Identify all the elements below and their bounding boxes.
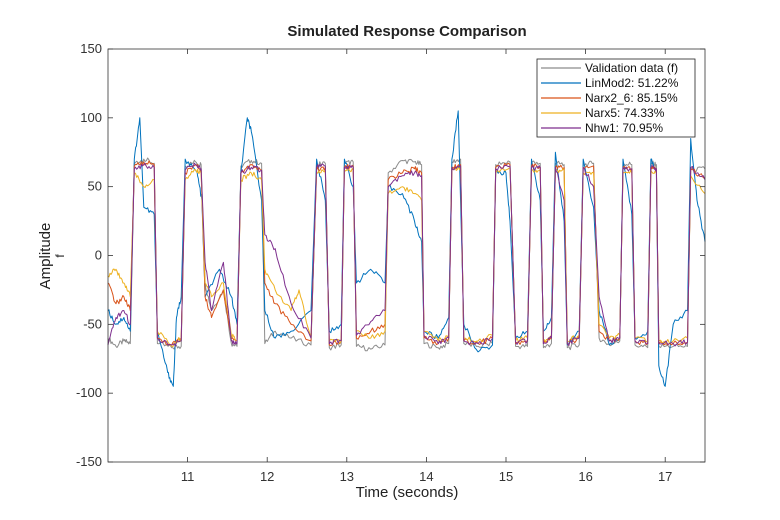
y-axis: -150 -100 -50 0 50 100 150 bbox=[76, 41, 705, 469]
x-tick-label: 16 bbox=[578, 469, 592, 484]
y-tick-label: 50 bbox=[88, 179, 102, 194]
y-axis-label: Amplitude bbox=[37, 223, 54, 290]
y-axis-sublabel: f bbox=[53, 254, 67, 258]
series-layer bbox=[107, 110, 706, 387]
x-tick-label: 15 bbox=[499, 469, 513, 484]
x-tick-label: 12 bbox=[260, 469, 274, 484]
legend-label: Nhw1: 70.95% bbox=[585, 121, 663, 135]
y-tick-label: -100 bbox=[76, 385, 102, 400]
legend: Validation data (f)LinMod2: 51.22%Narx2_… bbox=[536, 58, 696, 138]
chart-title: Simulated Response Comparison bbox=[287, 23, 526, 40]
legend-label: LinMod2: 51.22% bbox=[585, 76, 679, 90]
x-axis-label: Time (seconds) bbox=[356, 484, 459, 501]
legend-label: Validation data (f) bbox=[585, 61, 678, 75]
series-line-0 bbox=[107, 157, 706, 352]
series-line-4 bbox=[107, 162, 706, 347]
x-axis: 11 12 13 14 15 16 17 bbox=[181, 49, 672, 484]
x-tick-label: 14 bbox=[419, 469, 433, 484]
x-tick-label: 13 bbox=[340, 469, 354, 484]
series-line-2 bbox=[107, 160, 706, 347]
y-tick-label: 150 bbox=[80, 41, 102, 56]
legend-label: Narx2_6: 85.15% bbox=[585, 91, 678, 105]
y-tick-label: -50 bbox=[83, 316, 102, 331]
x-tick-label: 11 bbox=[181, 469, 195, 484]
legend-label: Narx5: 74.33% bbox=[585, 106, 665, 120]
y-tick-label: 100 bbox=[80, 110, 102, 125]
y-tick-label: -150 bbox=[76, 454, 102, 469]
series-line-3 bbox=[107, 165, 706, 348]
y-tick-label: 0 bbox=[95, 248, 102, 263]
x-tick-label: 17 bbox=[658, 469, 672, 484]
legend-entries: Validation data (f)LinMod2: 51.22%Narx2_… bbox=[541, 61, 679, 135]
